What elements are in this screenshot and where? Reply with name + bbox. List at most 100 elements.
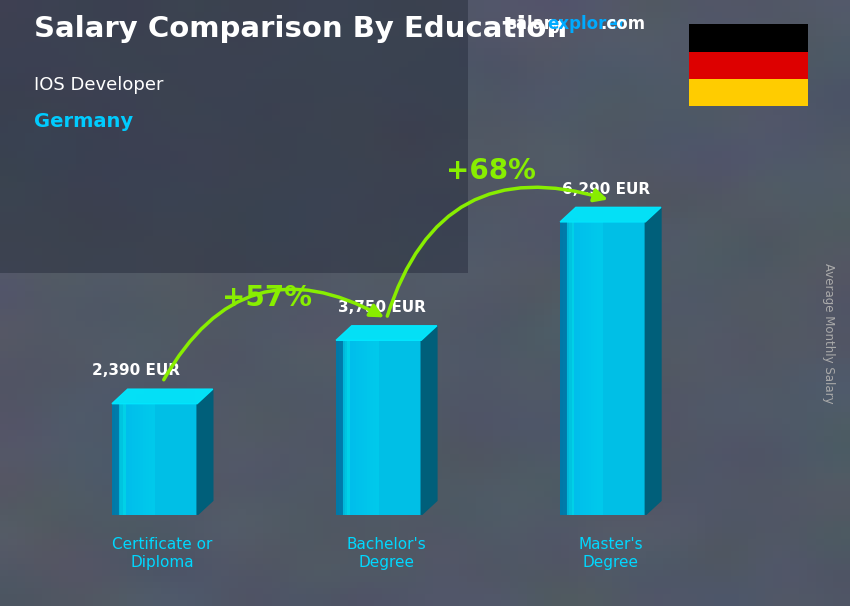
Bar	[189, 404, 191, 515]
Bar	[350, 341, 353, 515]
Text: explorer: explorer	[547, 15, 626, 33]
Text: Certificate or
Diploma: Certificate or Diploma	[112, 538, 212, 570]
Bar	[180, 404, 183, 515]
Bar	[560, 222, 563, 515]
Bar	[609, 222, 611, 515]
Bar	[367, 341, 371, 515]
Bar	[115, 404, 117, 515]
Bar	[634, 222, 637, 515]
Bar	[134, 404, 138, 515]
Bar	[390, 341, 393, 515]
Bar	[401, 341, 405, 515]
Bar	[413, 341, 416, 515]
Polygon shape	[645, 207, 661, 515]
Bar	[117, 404, 121, 515]
Bar	[626, 222, 628, 515]
Text: 6,290 EUR: 6,290 EUR	[563, 182, 650, 197]
Bar	[138, 404, 140, 515]
Bar	[183, 404, 186, 515]
Bar	[566, 222, 569, 515]
Bar	[560, 222, 567, 515]
Bar	[594, 222, 597, 515]
Bar	[160, 404, 163, 515]
Bar	[342, 341, 344, 515]
Bar	[126, 404, 129, 515]
Bar	[643, 222, 645, 515]
Bar	[620, 222, 623, 515]
Bar	[410, 341, 413, 515]
Bar	[575, 222, 577, 515]
Bar	[140, 404, 144, 515]
Polygon shape	[336, 326, 437, 341]
Bar	[0, 0, 468, 273]
Bar	[163, 404, 166, 515]
Bar	[395, 341, 399, 515]
Bar	[149, 404, 152, 515]
Bar	[577, 222, 580, 515]
Bar	[569, 222, 571, 515]
Bar	[359, 341, 361, 515]
Bar	[361, 341, 365, 515]
Bar	[580, 222, 583, 515]
Bar	[628, 222, 632, 515]
Polygon shape	[112, 389, 212, 404]
Bar	[157, 404, 161, 515]
Bar	[418, 341, 422, 515]
Bar	[373, 341, 376, 515]
Bar	[399, 341, 401, 515]
Text: .com: .com	[600, 15, 645, 33]
Text: 2,390 EUR: 2,390 EUR	[92, 363, 180, 378]
Text: Master's
Degree: Master's Degree	[578, 538, 643, 570]
Bar	[583, 222, 586, 515]
Text: Germany: Germany	[34, 112, 133, 131]
Bar	[174, 404, 178, 515]
Bar	[365, 341, 367, 515]
Bar	[339, 341, 342, 515]
Bar	[172, 404, 174, 515]
Bar	[166, 404, 169, 515]
Polygon shape	[422, 326, 437, 515]
Bar	[169, 404, 172, 515]
Bar	[603, 222, 605, 515]
Bar	[393, 341, 396, 515]
Bar	[178, 404, 180, 515]
Bar	[353, 341, 356, 515]
Bar	[132, 404, 135, 515]
Text: Salary Comparison By Education: Salary Comparison By Education	[34, 15, 567, 43]
Bar	[387, 341, 390, 515]
Bar	[688, 52, 807, 79]
Bar	[348, 341, 350, 515]
Bar	[571, 222, 575, 515]
Bar	[617, 222, 620, 515]
Text: 3,750 EUR: 3,750 EUR	[338, 299, 426, 315]
Bar	[600, 222, 603, 515]
Bar	[688, 24, 807, 52]
Bar	[637, 222, 640, 515]
Bar	[640, 222, 643, 515]
Bar	[155, 404, 157, 515]
Text: salary: salary	[506, 15, 563, 33]
Bar	[605, 222, 609, 515]
Bar	[416, 341, 418, 515]
Bar	[588, 222, 592, 515]
Bar	[195, 404, 197, 515]
Bar	[151, 404, 155, 515]
Bar	[378, 341, 382, 515]
Bar	[592, 222, 594, 515]
Bar	[129, 404, 132, 515]
Bar	[191, 404, 195, 515]
Bar	[146, 404, 149, 515]
Bar	[356, 341, 359, 515]
Bar	[123, 404, 126, 515]
Bar	[407, 341, 410, 515]
Bar	[614, 222, 617, 515]
Text: +68%: +68%	[445, 156, 536, 185]
Bar	[382, 341, 384, 515]
Bar	[336, 341, 343, 515]
Bar	[336, 341, 339, 515]
Bar	[376, 341, 379, 515]
Polygon shape	[560, 207, 661, 222]
Bar	[611, 222, 615, 515]
Bar	[384, 341, 388, 515]
Text: Average Monthly Salary: Average Monthly Salary	[822, 263, 836, 404]
